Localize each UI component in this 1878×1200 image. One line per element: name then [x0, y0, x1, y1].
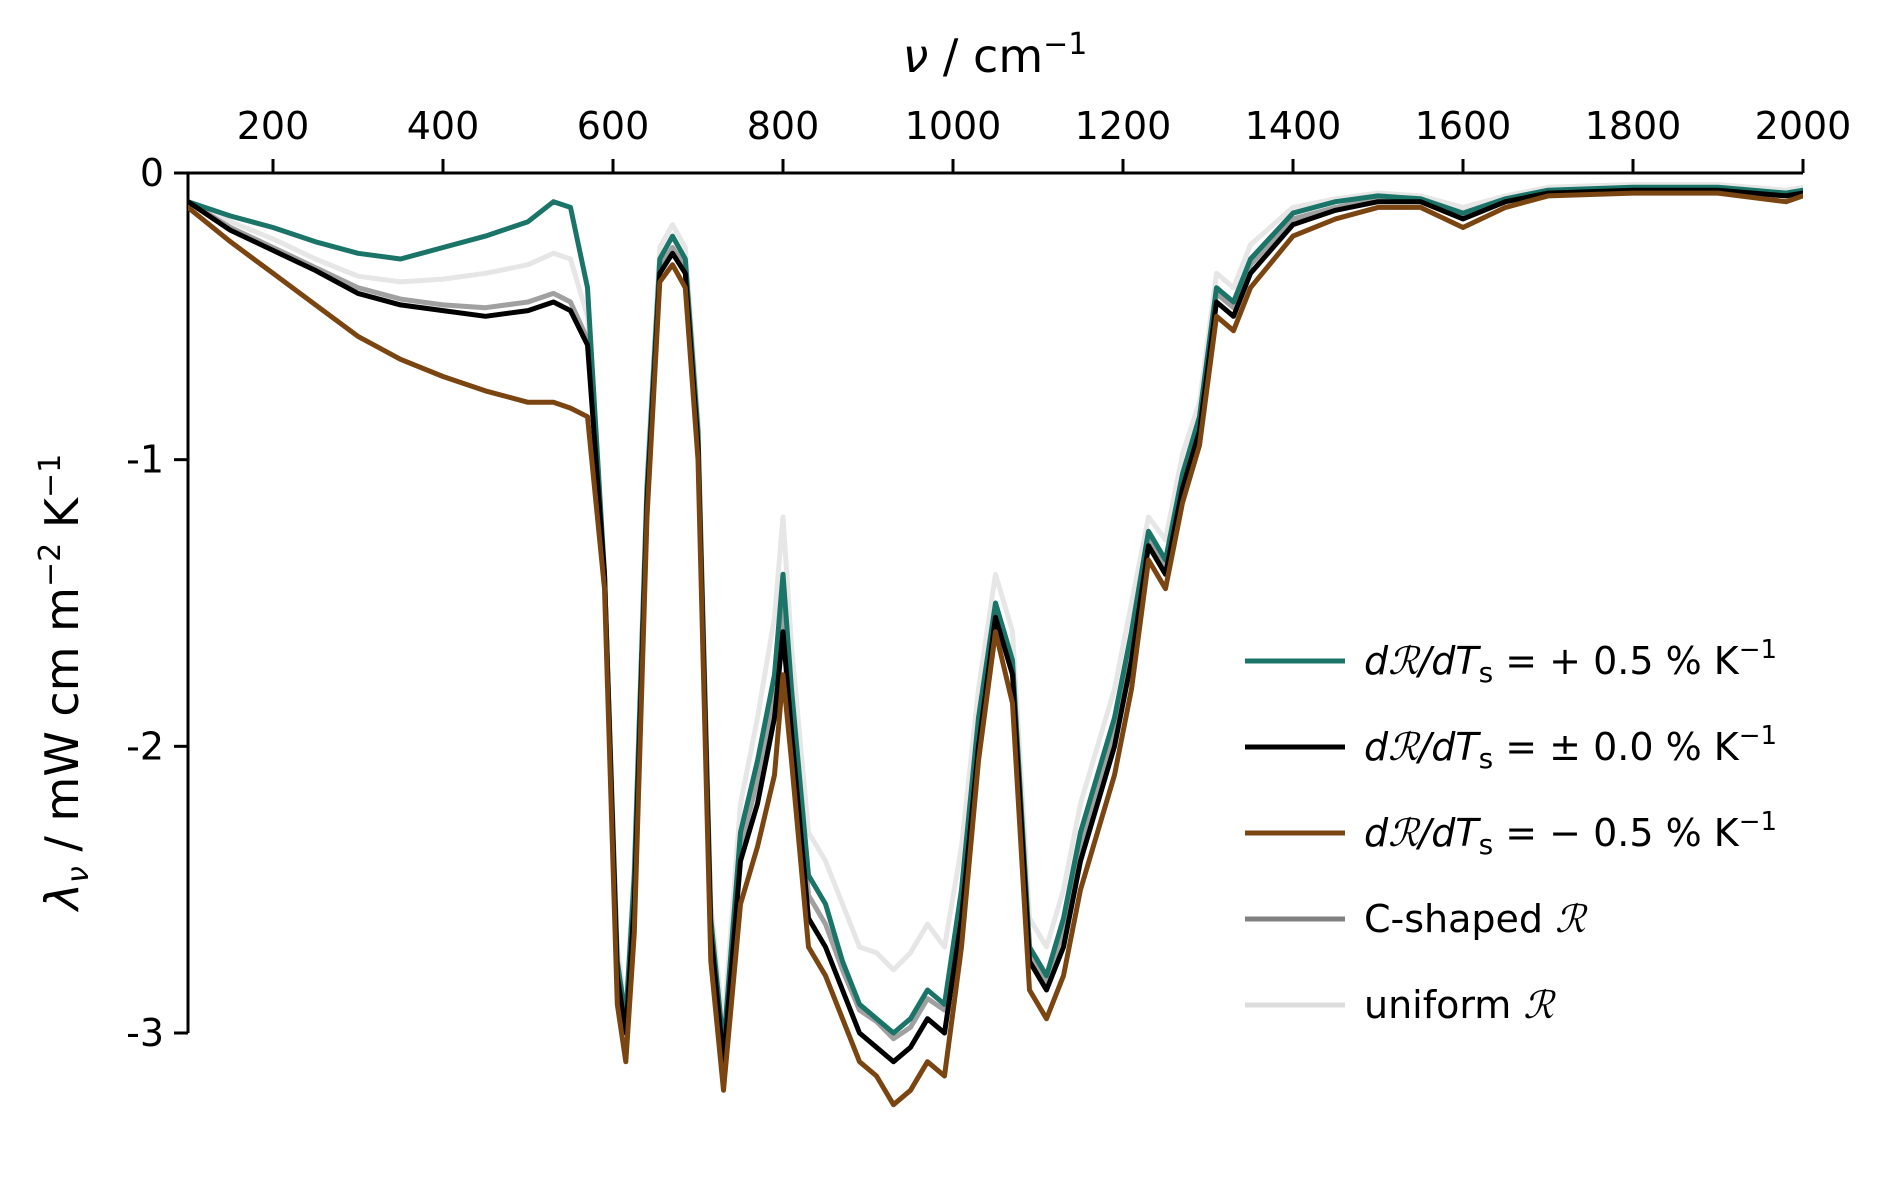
x-tick-label: 1200	[1075, 104, 1172, 148]
y-ticks: 0 -1 -2 -3	[126, 151, 188, 1055]
x-tick-label: 800	[747, 104, 820, 148]
y-tick-label: 0	[140, 151, 164, 195]
x-tick-label: 1000	[905, 104, 1002, 148]
y-tick-label: -1	[126, 438, 164, 482]
legend-label-uniform: uniform ℛ	[1364, 983, 1556, 1027]
x-tick-label: 1600	[1415, 104, 1512, 148]
legend: dℛ/dTs = + 0.5 % K−1 dℛ/dTs = ± 0.0 % K−…	[1245, 635, 1777, 1027]
x-ticks: 200 400 600 800 1000 1200 1400 1600 1800 2000	[237, 104, 1852, 173]
legend-label-plus: dℛ/dTs = + 0.5 % K−1	[1364, 635, 1777, 689]
series-line-3	[188, 187, 1803, 1056]
x-axis-title: ν / cm−1	[903, 27, 1088, 83]
series-line-1	[188, 187, 1803, 1065]
x-tick-label: 2000	[1755, 104, 1852, 148]
series-line-4	[188, 182, 1803, 1030]
x-tick-label: 600	[577, 104, 650, 148]
x-tick-label: 400	[407, 104, 480, 148]
y-tick-label: -2	[126, 724, 164, 768]
x-tick-label: 1400	[1245, 104, 1342, 148]
legend-label-c-shaped: C-shaped ℛ	[1364, 897, 1588, 941]
y-axis-title: λν / mW cm m−2 K−1	[33, 454, 96, 913]
series-line-2	[188, 190, 1803, 1108]
x-tick-label: 200	[237, 104, 310, 148]
series-line-0	[188, 184, 1803, 1050]
series-layer	[188, 182, 1803, 1108]
x-tick-label: 1800	[1585, 104, 1682, 148]
legend-label-zero: dℛ/dTs = ± 0.0 % K−1	[1364, 721, 1777, 775]
y-tick-label: -3	[126, 1011, 164, 1055]
legend-label-minus: dℛ/dTs = − 0.5 % K−1	[1364, 807, 1777, 861]
